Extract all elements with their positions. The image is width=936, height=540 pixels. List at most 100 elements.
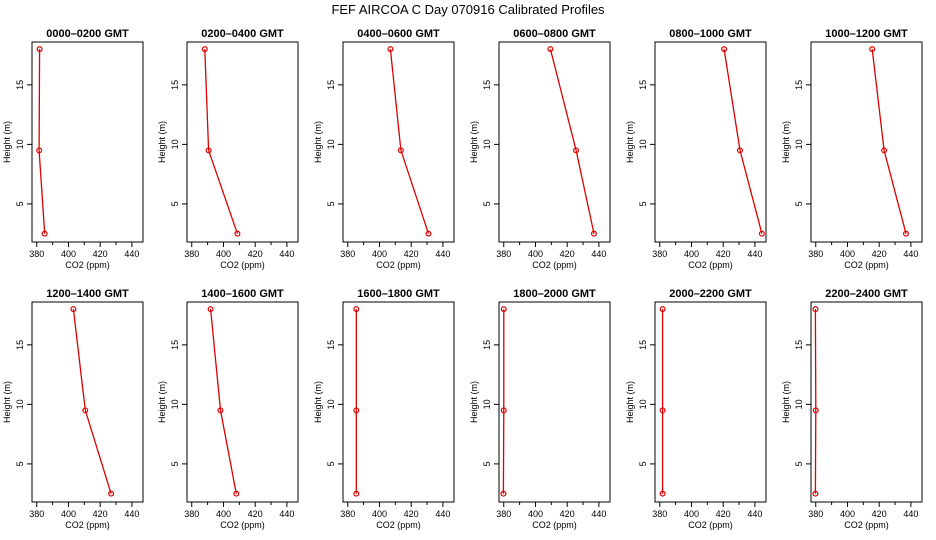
data-point (500, 490, 507, 497)
panel-title: 0600–0800 GMT (513, 28, 596, 40)
y-tick-label: 10 (15, 139, 25, 149)
y-tick-label: 15 (15, 340, 25, 350)
x-tick-label: 420 (404, 509, 419, 519)
y-tick-label: 5 (638, 461, 648, 466)
data-point (736, 147, 743, 154)
data-point (353, 407, 360, 414)
plot-frame (31, 41, 144, 243)
data-point (902, 230, 909, 237)
x-tick-label: 420 (716, 249, 731, 259)
x-tick-label: 380 (496, 509, 511, 519)
y-tick-label: 15 (326, 340, 336, 350)
data-point (573, 147, 580, 154)
y-axis-label: Height (m) (469, 121, 479, 163)
plot-frame (186, 301, 299, 503)
panel-title: 0000–0200 GMT (46, 28, 129, 40)
y-tick-label: 5 (170, 201, 180, 206)
panel-title: 1800–2000 GMT (513, 288, 596, 300)
profile-line (72, 309, 112, 494)
data-point (881, 147, 888, 154)
x-axis-label: CO2 (ppm) (65, 260, 110, 270)
data-point (397, 147, 404, 154)
x-axis-label: CO2 (ppm) (532, 260, 577, 270)
panel-10: 1800–2000 GMT 380 400 420 440 5 10 15 CO2 (ppm) H… (469, 288, 611, 530)
x-tick-label: 400 (372, 249, 387, 259)
x-axis-label: CO2 (ppm) (376, 520, 421, 530)
x-tick-label: 440 (903, 249, 918, 259)
y-tick-label: 5 (15, 461, 25, 466)
x-tick-label: 420 (248, 509, 263, 519)
y-tick-label: 10 (794, 399, 804, 409)
x-tick-label: 400 (528, 509, 543, 519)
y-axis-label: Height (m) (2, 121, 12, 163)
data-point (205, 147, 212, 154)
y-tick-label: 5 (326, 201, 336, 206)
data-point (353, 306, 360, 313)
data-point (500, 306, 507, 313)
y-tick-label: 5 (482, 201, 492, 206)
x-tick-label: 400 (684, 509, 699, 519)
data-point (659, 306, 666, 313)
x-tick-label: 420 (716, 509, 731, 519)
y-tick-label: 5 (326, 461, 336, 466)
x-tick-label: 440 (279, 249, 294, 259)
data-point (659, 407, 666, 414)
plot-frame (186, 41, 299, 243)
panel-title: 1400–1600 GMT (201, 288, 284, 300)
data-point (758, 230, 765, 237)
data-point (547, 46, 554, 53)
x-tick-label: 440 (903, 509, 918, 519)
profile-line (871, 49, 907, 234)
x-tick-label: 380 (340, 509, 355, 519)
x-tick-label: 440 (124, 509, 139, 519)
y-axis-label: Height (m) (313, 121, 323, 163)
panels-grid: 0000–0200 GMT 380 400 420 440 5 10 15 CO2 (ppm) H… (2, 28, 923, 530)
y-tick-label: 15 (482, 340, 492, 350)
y-axis-label: Height (m) (781, 381, 791, 423)
y-axis-label: Height (m) (625, 121, 635, 163)
y-axis-label: Height (m) (625, 381, 635, 423)
plot-frame (31, 301, 144, 503)
x-tick-label: 440 (591, 509, 606, 519)
x-tick-label: 380 (652, 249, 667, 259)
profile-line (389, 49, 430, 234)
y-tick-label: 10 (170, 139, 180, 149)
y-tick-label: 15 (170, 80, 180, 90)
y-axis-label: Height (m) (313, 381, 323, 423)
panel-6: 1000–1200 GMT 380 400 420 440 5 10 15 CO2 (ppm) H… (781, 28, 923, 270)
x-axis-label: CO2 (ppm) (376, 260, 421, 270)
y-tick-label: 5 (794, 201, 804, 206)
data-point (812, 407, 819, 414)
y-tick-label: 5 (482, 461, 492, 466)
panel-title: 2200–2400 GMT (825, 288, 908, 300)
profile-line (204, 49, 239, 234)
x-axis-label: CO2 (ppm) (688, 520, 733, 530)
x-tick-label: 420 (872, 249, 887, 259)
data-point (659, 490, 666, 497)
x-tick-label: 400 (840, 249, 855, 259)
data-point (233, 490, 240, 497)
x-tick-label: 380 (29, 509, 44, 519)
data-point (500, 407, 507, 414)
x-tick-label: 400 (216, 509, 231, 519)
y-tick-label: 15 (482, 80, 492, 90)
profile-line (38, 49, 46, 234)
y-tick-label: 15 (638, 80, 648, 90)
x-tick-label: 380 (340, 249, 355, 259)
plot-frame (342, 301, 455, 503)
y-tick-label: 5 (170, 461, 180, 466)
y-axis-label: Height (m) (2, 381, 12, 423)
panel-title: 0400–0600 GMT (357, 28, 440, 40)
x-axis-label: CO2 (ppm) (688, 260, 733, 270)
data-point (721, 46, 728, 53)
data-point (82, 407, 89, 414)
x-axis-label: CO2 (ppm) (220, 260, 265, 270)
y-tick-label: 10 (326, 139, 336, 149)
data-point (812, 490, 819, 497)
panel-9: 1600–1800 GMT 380 400 420 440 5 10 15 CO2 (ppm) H… (313, 288, 455, 530)
y-tick-label: 10 (638, 139, 648, 149)
panel-3: 0400–0600 GMT 380 400 420 440 5 10 15 CO2 (ppm) H… (313, 28, 455, 270)
panel-2: 0200–0400 GMT 380 400 420 440 5 10 15 CO2 (ppm) H… (157, 28, 299, 270)
data-point (812, 306, 819, 313)
